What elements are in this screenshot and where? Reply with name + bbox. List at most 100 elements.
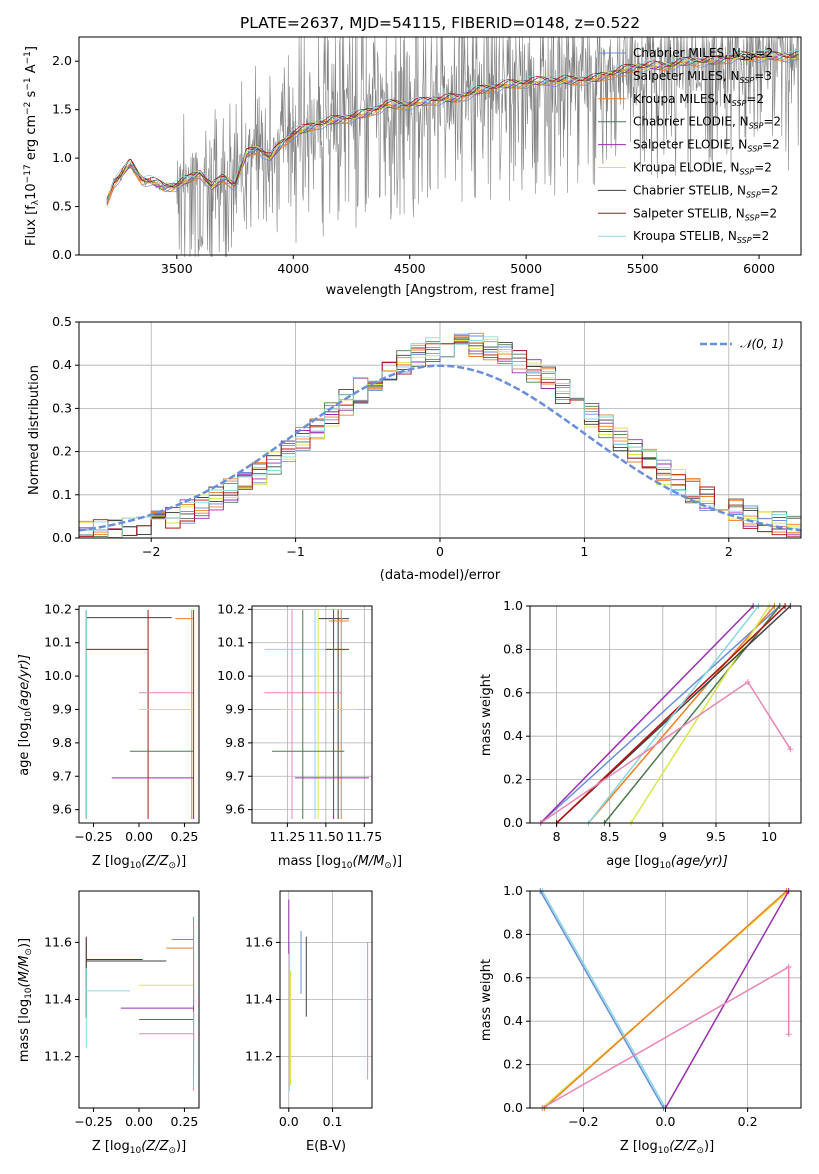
z-age-ticks: −0.25 0.00 0.25 9.6 9.7 9.8 9.9 10.0 10.1 10.2 [44, 601, 198, 844]
y-tick-label: 0.4 [52, 357, 72, 372]
legend-label-part: =2 [754, 161, 772, 175]
x-tick-label: 8.5 [600, 829, 620, 844]
cumulative-weight-line [587, 605, 760, 824]
weight-age-panel: 8 8.5 9 9.5 100.00.20.40.60.81.0 age [log10(… [479, 598, 802, 871]
mass-age-panel: 11.25 11.50 11.759.69.79.89.910.010.110.2 … [217, 601, 402, 871]
mass-age-xlabel-part: (M/M [353, 854, 385, 869]
model-spectrum-line [106, 56, 799, 205]
weight-z-panel: −0.2 0.0 0.2 0.0 0.2 0.4 0.6 0.8 1.0 Z [log10(Z/… [479, 883, 802, 1156]
weight-z-xlabel-sub: 10 [658, 1146, 670, 1156]
x-tick-label: 4000 [277, 261, 309, 276]
x-tick-label: 9 [659, 829, 667, 844]
residual-data [78, 332, 802, 539]
spectrum-ylabel-sup: −17 [23, 164, 33, 183]
weight-z-xlabel-part: (Z/Z [669, 1139, 697, 1154]
y-tick-label: 1.5 [52, 102, 72, 117]
legend-label: Kroupa MILES, NSSP=2 [633, 92, 764, 108]
x-tick-label: 11.75 [346, 829, 382, 844]
legend-label: Kroupa ELODIE, NSSP=2 [633, 161, 772, 177]
y-tick-label: 11.2 [44, 1049, 72, 1064]
x-tick-label: 0.25 [171, 1114, 199, 1129]
x-tick-label: 8 [553, 829, 561, 844]
weight-z-ylabel: mass weight [479, 959, 494, 1041]
y-tick-label: 11.2 [245, 1049, 273, 1064]
y-tick-label: 0.5 [52, 314, 72, 329]
legend-label-part: =3 [754, 69, 772, 83]
ebv-mass-ticks: 0.0 0.1 11.2 11.4 11.6 [245, 934, 342, 1129]
cumulative-weight-line [556, 605, 786, 824]
ebv-mass-xlabel: E(B-V) [306, 1139, 346, 1154]
weight-z-xlabel: Z [log10(Z/Z⊙)] [620, 1139, 714, 1156]
x-tick-label: −0.2 [568, 1114, 598, 1129]
y-tick-label: 11.4 [44, 992, 72, 1007]
cumulative-weight-line [540, 605, 754, 824]
weight-age-xlabel-part: age [log [606, 854, 659, 869]
weight-z-xlabel-part: Z [log [620, 1139, 658, 1154]
legend-label: Kroupa STELIB, NSSP=2 [633, 229, 769, 245]
y-tick-label: 9.8 [225, 735, 245, 750]
legend-label: Salpeter MILES, NSSP=3 [633, 69, 772, 85]
legend-label-part: =2 [762, 138, 780, 152]
weight-age-grid [530, 605, 801, 824]
z-age-xlabel-sub: ⊙ [168, 861, 176, 871]
weight-age-xlabel: age [log10(age/yr)] [606, 854, 728, 871]
y-tick-label: 0.2 [503, 1057, 523, 1072]
mass-age-data [264, 610, 369, 819]
spectrum-ylabel-sup: −1 [23, 51, 33, 64]
y-tick-label: 10.0 [44, 668, 72, 683]
legend-label-part: Kroupa STELIB, N [633, 229, 737, 243]
weight-age-ylabel: mass weight [479, 674, 494, 756]
cumulative-weight-line [541, 890, 667, 1109]
z-mass-ylabel-part: (M/M [17, 956, 32, 988]
y-tick-label: 11.6 [44, 934, 72, 949]
spectrum-frame [78, 36, 802, 256]
y-tick-label: 0.8 [503, 641, 523, 656]
y-tick-label: 9.9 [52, 701, 72, 716]
spectrum-ylabel-sub: λ [31, 199, 41, 205]
model-spectrum-line [106, 54, 799, 207]
z-mass-xlabel-part: Z [log [92, 1139, 130, 1154]
y-tick-label: 0.2 [52, 444, 72, 459]
x-tick-label: 5000 [510, 261, 542, 276]
cumulative-weight-line [603, 605, 781, 824]
weight-z-data [537, 888, 792, 1111]
mass-age-xlabel-sub: 10 [341, 861, 353, 871]
legend-label-part: Kroupa ELODIE, N [633, 161, 740, 175]
spectrum-data [106, 36, 800, 258]
z-age-panel: −0.25 0.00 0.25 9.6 9.7 9.8 9.9 10.0 10.1 10.2 Z … [17, 601, 200, 871]
z-mass-xlabel-part: )] [176, 1139, 186, 1154]
legend-label: Chabrier ELODIE, NSSP=2 [633, 115, 781, 131]
legend-label-part: Chabrier STELIB, N [633, 183, 746, 197]
mass-age-xlabel-part: mass [log [278, 854, 341, 869]
legend-label: Salpeter ELODIE, NSSP=2 [633, 138, 780, 154]
y-tick-label: 10.1 [217, 635, 245, 650]
weight-age-ticks: 8 8.5 9 9.5 10 0.0 0.2 0.4 0.6 0.8 1.0 [503, 598, 777, 844]
y-tick-label: 0.4 [503, 1013, 523, 1028]
x-tick-label: 4500 [394, 261, 426, 276]
weight-age-frame [529, 605, 802, 824]
y-tick-label: 0.1 [52, 487, 72, 502]
model-spectrum-line [106, 50, 799, 201]
z-mass-xlabel-sub: ⊙ [168, 1146, 176, 1156]
z-mass-ylabel-sub: 10 [24, 987, 34, 999]
legend-label-part: Salpeter MILES, N [633, 69, 740, 83]
y-tick-label: 9.6 [225, 802, 245, 817]
spectrum-ylabel-sup: −2 [23, 102, 33, 115]
y-tick-label: 0.2 [503, 772, 523, 787]
x-tick-label: −0.25 [74, 829, 112, 844]
mass-age-xlabel: mass [log10(M/M⊙)] [278, 854, 402, 871]
z-age-ylabel: age [log10(age/yr)] [17, 654, 34, 776]
legend-label-part: =2 [759, 206, 777, 220]
y-tick-label: 0.0 [503, 1100, 523, 1115]
x-tick-label: 0.00 [125, 829, 153, 844]
model-spectrum-line [106, 50, 799, 202]
weight-z-xlabel-sub: ⊙ [696, 1146, 704, 1156]
x-tick-label: 2 [725, 544, 733, 559]
legend-label-sub: SSP [737, 236, 752, 245]
y-tick-label: 0.4 [503, 728, 523, 743]
z-age-xlabel-part: )] [176, 854, 186, 869]
residual-ticks: −2 −1 0 1 2 0.0 0.1 0.2 0.3 0.4 0.5 [52, 314, 733, 559]
z-mass-xlabel: Z [log10(Z/Z⊙)] [92, 1139, 186, 1156]
